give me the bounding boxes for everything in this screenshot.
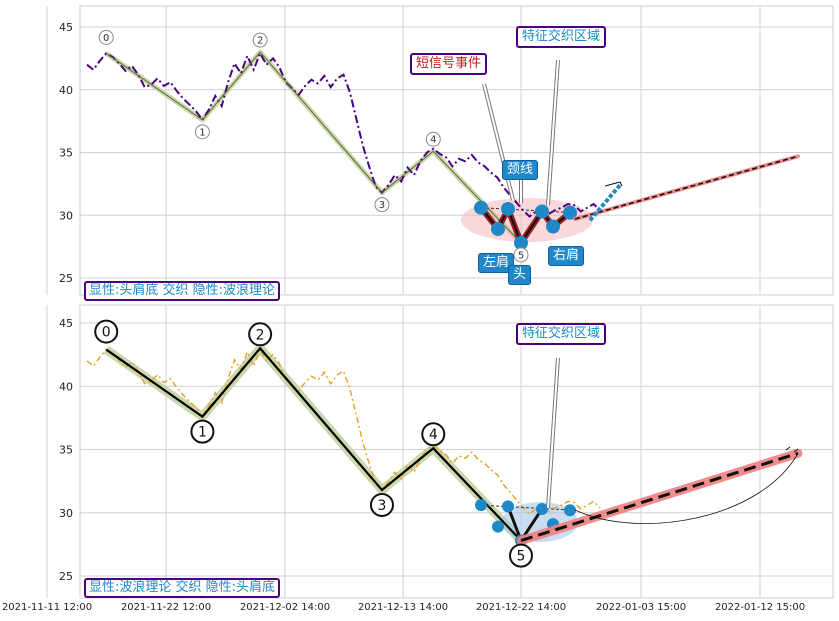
y-tick-label: 25 <box>59 272 73 285</box>
right-shoulder-label: 右肩 <box>548 246 585 266</box>
x-tick-label: 2021-12-02 14:00 <box>240 602 330 613</box>
left-shoulder-label: 左肩 <box>478 253 515 273</box>
x-tick-label: 2021-11-22 12:00 <box>121 602 211 613</box>
pattern-point <box>563 205 577 220</box>
pivot-label: 2 <box>257 36 263 47</box>
short-signal-marker <box>588 183 622 222</box>
pivot-marker <box>374 197 390 213</box>
short-signal-label: 短信号事件 <box>410 53 488 75</box>
feature-region-label-bottom: 特征交织区域 <box>516 323 607 345</box>
neckline <box>480 504 576 511</box>
pivot-marker <box>369 492 394 517</box>
wave-zigzag-line <box>105 51 522 244</box>
pattern-point <box>474 200 488 215</box>
x-tick-label: 2022-01-12 15:00 <box>715 602 805 613</box>
pattern-point <box>492 520 504 533</box>
y-tick-label: 45 <box>59 21 73 34</box>
short-signal-tick <box>604 181 623 187</box>
pivot-label: 4 <box>430 135 436 146</box>
feature-region-arrow-inner <box>547 59 559 206</box>
pattern-point <box>536 502 548 515</box>
pattern-point <box>502 500 514 513</box>
pivot-marker <box>252 32 268 48</box>
x-tick-label: 2021-11-11 12:00 <box>2 602 92 613</box>
x-tick-label: 2021-12-13 14:00 <box>358 602 448 613</box>
forecast-line <box>574 155 799 220</box>
pattern-point <box>564 504 576 517</box>
bottom-panel-frame <box>79 304 834 599</box>
y-tick-label: 30 <box>59 507 73 520</box>
top-panel-frame <box>79 5 834 296</box>
forecast-tick <box>785 446 799 453</box>
pattern-point <box>535 204 549 219</box>
y-tick-label: 25 <box>59 570 73 583</box>
neckline-label: 颈线 <box>502 160 539 180</box>
feature-region-arrow-inner <box>547 357 559 509</box>
forecast-line <box>520 451 799 543</box>
price-series-line <box>86 51 601 218</box>
x-tick-label: 2022-01-03 15:00 <box>596 602 686 613</box>
price-series-line <box>86 347 601 515</box>
feature-region-label-top: 特征交织区域 <box>516 26 607 48</box>
pivot-label: 0 <box>103 33 109 44</box>
x-tick-label: 2021-12-22 14:00 <box>476 602 566 613</box>
pattern-point <box>475 499 487 512</box>
y-tick-label: 45 <box>59 317 73 330</box>
pivot-label: 5 <box>517 549 526 565</box>
y-tick-label: 40 <box>59 380 73 393</box>
neckline <box>480 207 576 214</box>
pivot-marker <box>248 322 273 347</box>
y-tick-label: 40 <box>59 84 73 97</box>
y-tick-label: 30 <box>59 209 73 222</box>
pivot-marker <box>513 247 529 263</box>
pivot-label: 2 <box>256 327 265 343</box>
pattern-point <box>501 201 515 216</box>
pivot-marker <box>94 319 119 344</box>
pattern-point <box>491 222 505 237</box>
short-signal-arrow-inner <box>483 83 514 201</box>
forecast-arc <box>574 453 799 524</box>
top-panel-caption: 显性:头肩底 交织 隐性:波浪理论 <box>84 281 281 301</box>
wave-zigzag-line <box>105 346 522 542</box>
pivot-label: 5 <box>518 250 524 261</box>
pattern-point <box>546 219 560 234</box>
head-label: 头 <box>508 265 532 285</box>
pivot-marker <box>425 131 441 147</box>
pivot-marker <box>190 419 215 444</box>
pattern-point <box>514 235 528 250</box>
pivot-marker <box>509 543 533 568</box>
y-tick-label: 35 <box>59 444 73 457</box>
pivot-label: 0 <box>102 325 111 341</box>
pivot-label: 1 <box>199 127 205 138</box>
bottom-panel-caption: 显性:波浪理论 交织 隐性:头肩底 <box>84 578 281 598</box>
pivot-label: 4 <box>429 427 438 443</box>
pivot-marker <box>194 124 210 140</box>
pivot-marker <box>421 422 446 447</box>
pivot-marker <box>98 29 114 45</box>
pivot-label: 3 <box>379 200 385 211</box>
pivot-label: 1 <box>198 425 207 441</box>
pivot-label: 3 <box>378 498 387 514</box>
y-tick-label: 35 <box>59 147 73 160</box>
